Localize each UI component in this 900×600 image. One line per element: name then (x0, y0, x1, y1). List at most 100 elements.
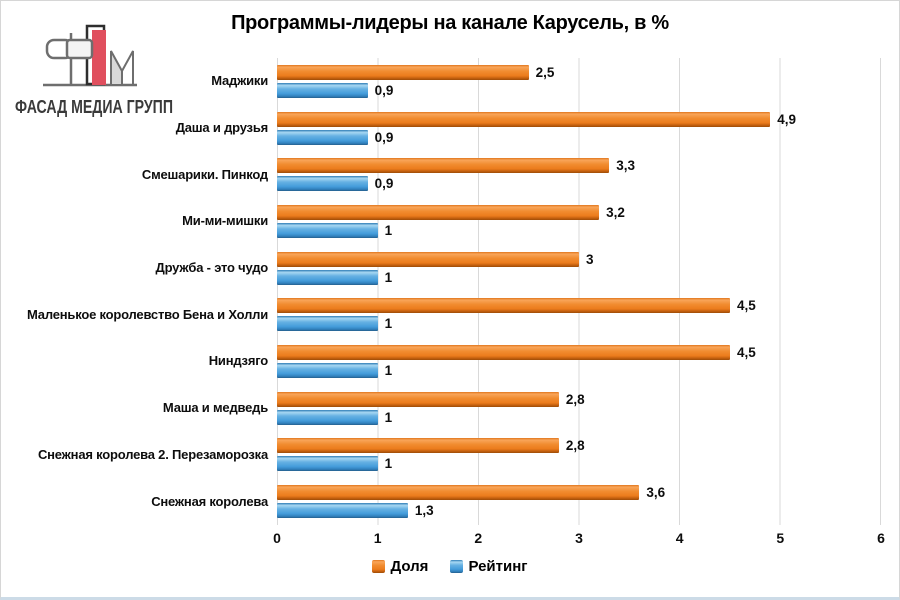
rating-value-label: 1 (384, 409, 393, 425)
share-bar-line: 4,9 (277, 111, 881, 127)
category-bars: 4,5 1 (277, 298, 881, 332)
category-label: Маша и медведь (162, 400, 268, 416)
share-value-label: 4,5 (737, 298, 756, 314)
share-bar (277, 111, 771, 127)
rating-bar (277, 269, 378, 285)
rating-bar (277, 316, 378, 332)
share-bar (277, 485, 640, 501)
chart-row: Снежная королева 3,6 1,3 (17, 478, 881, 525)
rating-bar-line: 1 (277, 456, 881, 472)
chart-row: Даша и друзья 4,9 0,9 (17, 105, 881, 152)
rating-bar (277, 129, 368, 145)
share-value-label: 3,3 (616, 158, 635, 174)
share-bar-line: 3,2 (277, 204, 881, 220)
rating-bar (277, 82, 368, 98)
share-bar (277, 64, 529, 80)
category-label: Ниндзяго (208, 353, 268, 369)
share-bar-line: 3,6 (277, 485, 881, 501)
share-bar-line: 4,5 (277, 298, 881, 314)
rating-value-label: 1 (384, 316, 393, 332)
share-swatch-icon (372, 560, 386, 573)
share-bar-line: 2,5 (277, 64, 881, 80)
chart-row: Маджики 2,5 0,9 (17, 58, 881, 105)
rating-bar-line: 0,9 (277, 176, 881, 192)
share-bar-line: 2,8 (277, 438, 881, 454)
share-bar (277, 251, 579, 267)
category-label: Смешарики. Пинкод (141, 166, 268, 182)
rating-bar-line: 1,3 (277, 503, 881, 519)
rating-bar (277, 503, 408, 519)
rating-bar (277, 222, 378, 238)
chart-row: Дружба - это чудо 3 1 (17, 245, 881, 292)
category-label: Ми-ми-мишки (182, 213, 268, 229)
share-value-label: 2,8 (565, 391, 585, 407)
rating-value-label: 1 (384, 269, 393, 285)
rating-bar-line: 0,9 (277, 129, 881, 145)
rating-value-label: 1,3 (414, 503, 434, 519)
share-value-label: 3,2 (606, 204, 625, 220)
chart-title: Программы-лидеры на канале Карусель, в % (231, 12, 669, 34)
x-tick-label: 5 (776, 530, 785, 546)
rating-bar (277, 456, 378, 472)
chart-row: Маша и медведь 2,8 1 (17, 385, 881, 432)
share-bar (277, 345, 730, 361)
rating-bar-line: 1 (277, 363, 881, 379)
bars-region: Маджики 2,5 0,9 Даша и друзья 4,9 0,9 Смешарик… (17, 58, 881, 525)
category-bars: 3,3 0,9 (277, 158, 881, 192)
share-bar (277, 204, 600, 220)
rating-value-label: 0,9 (374, 129, 394, 145)
rating-value-label: 1 (384, 222, 393, 238)
share-value-label: 2,8 (565, 438, 585, 454)
rating-bar-line: 0,9 (277, 82, 881, 98)
share-bar (277, 298, 730, 314)
x-tick-label: 4 (675, 530, 684, 546)
x-tick-label: 1 (373, 530, 382, 546)
share-value-label: 4,5 (737, 345, 756, 361)
chart-row: Ми-ми-мишки 3,2 1 (17, 198, 881, 245)
chart-row: Снежная королева 2. Перезаморозка 2,8 1 (17, 432, 881, 479)
rating-bar-line: 1 (277, 269, 881, 285)
rating-value-label: 1 (384, 456, 393, 472)
chart-row: Маленькое королевство Бена и Холли 4,5 1 (17, 292, 881, 339)
x-tick-label: 0 (273, 530, 281, 546)
share-bar (277, 391, 559, 407)
category-bars: 2,8 1 (277, 391, 881, 425)
rating-bar (277, 409, 378, 425)
rating-bar (277, 176, 368, 192)
share-bar (277, 158, 610, 174)
rating-swatch-icon (450, 560, 464, 573)
category-bars: 3,6 1,3 (277, 485, 881, 519)
category-bars: 2,8 1 (277, 438, 881, 472)
x-tick-label: 3 (575, 530, 583, 546)
category-bars: 4,5 1 (277, 345, 881, 379)
legend: Доля Рейтинг (1, 558, 899, 575)
share-bar-line: 4,5 (277, 345, 881, 361)
category-label: Снежная королева (151, 493, 268, 509)
rating-bar-line: 1 (277, 409, 881, 425)
share-value-label: 4,9 (777, 111, 797, 127)
x-tick-label: 2 (474, 530, 483, 546)
logo-wordmark: ФАСАД МЕДИА ГРУПП (15, 97, 173, 117)
share-value-label: 3,6 (646, 485, 666, 501)
share-bar-line: 3,3 (277, 158, 881, 174)
category-label: Маджики (211, 73, 268, 89)
category-bars: 2,5 0,9 (277, 64, 881, 98)
category-label: Снежная королева 2. Перезаморозка (37, 446, 268, 462)
legend-item-share: Доля (372, 558, 428, 575)
share-bar-line: 3 (277, 251, 881, 267)
rating-bar-line: 1 (277, 316, 881, 332)
fasad-media-group-logo-icon: ФАСАД МЕДИА ГРУПП (15, 24, 173, 117)
chart-row: Ниндзяго 4,5 1 (17, 338, 881, 385)
chart-row: Смешарики. Пинкод 3,3 0,9 (17, 151, 881, 198)
share-bar (277, 438, 559, 454)
rating-bar-line: 1 (277, 222, 881, 238)
rating-value-label: 1 (384, 363, 393, 379)
category-bars: 4,9 0,9 (277, 111, 881, 145)
legend-label: Рейтинг (468, 558, 528, 575)
legend-item-rating: Рейтинг (450, 558, 528, 575)
rating-value-label: 0,9 (374, 82, 394, 98)
share-value-label: 3 (586, 251, 594, 267)
category-label: Даша и друзья (175, 119, 268, 135)
share-bar-line: 2,8 (277, 391, 881, 407)
